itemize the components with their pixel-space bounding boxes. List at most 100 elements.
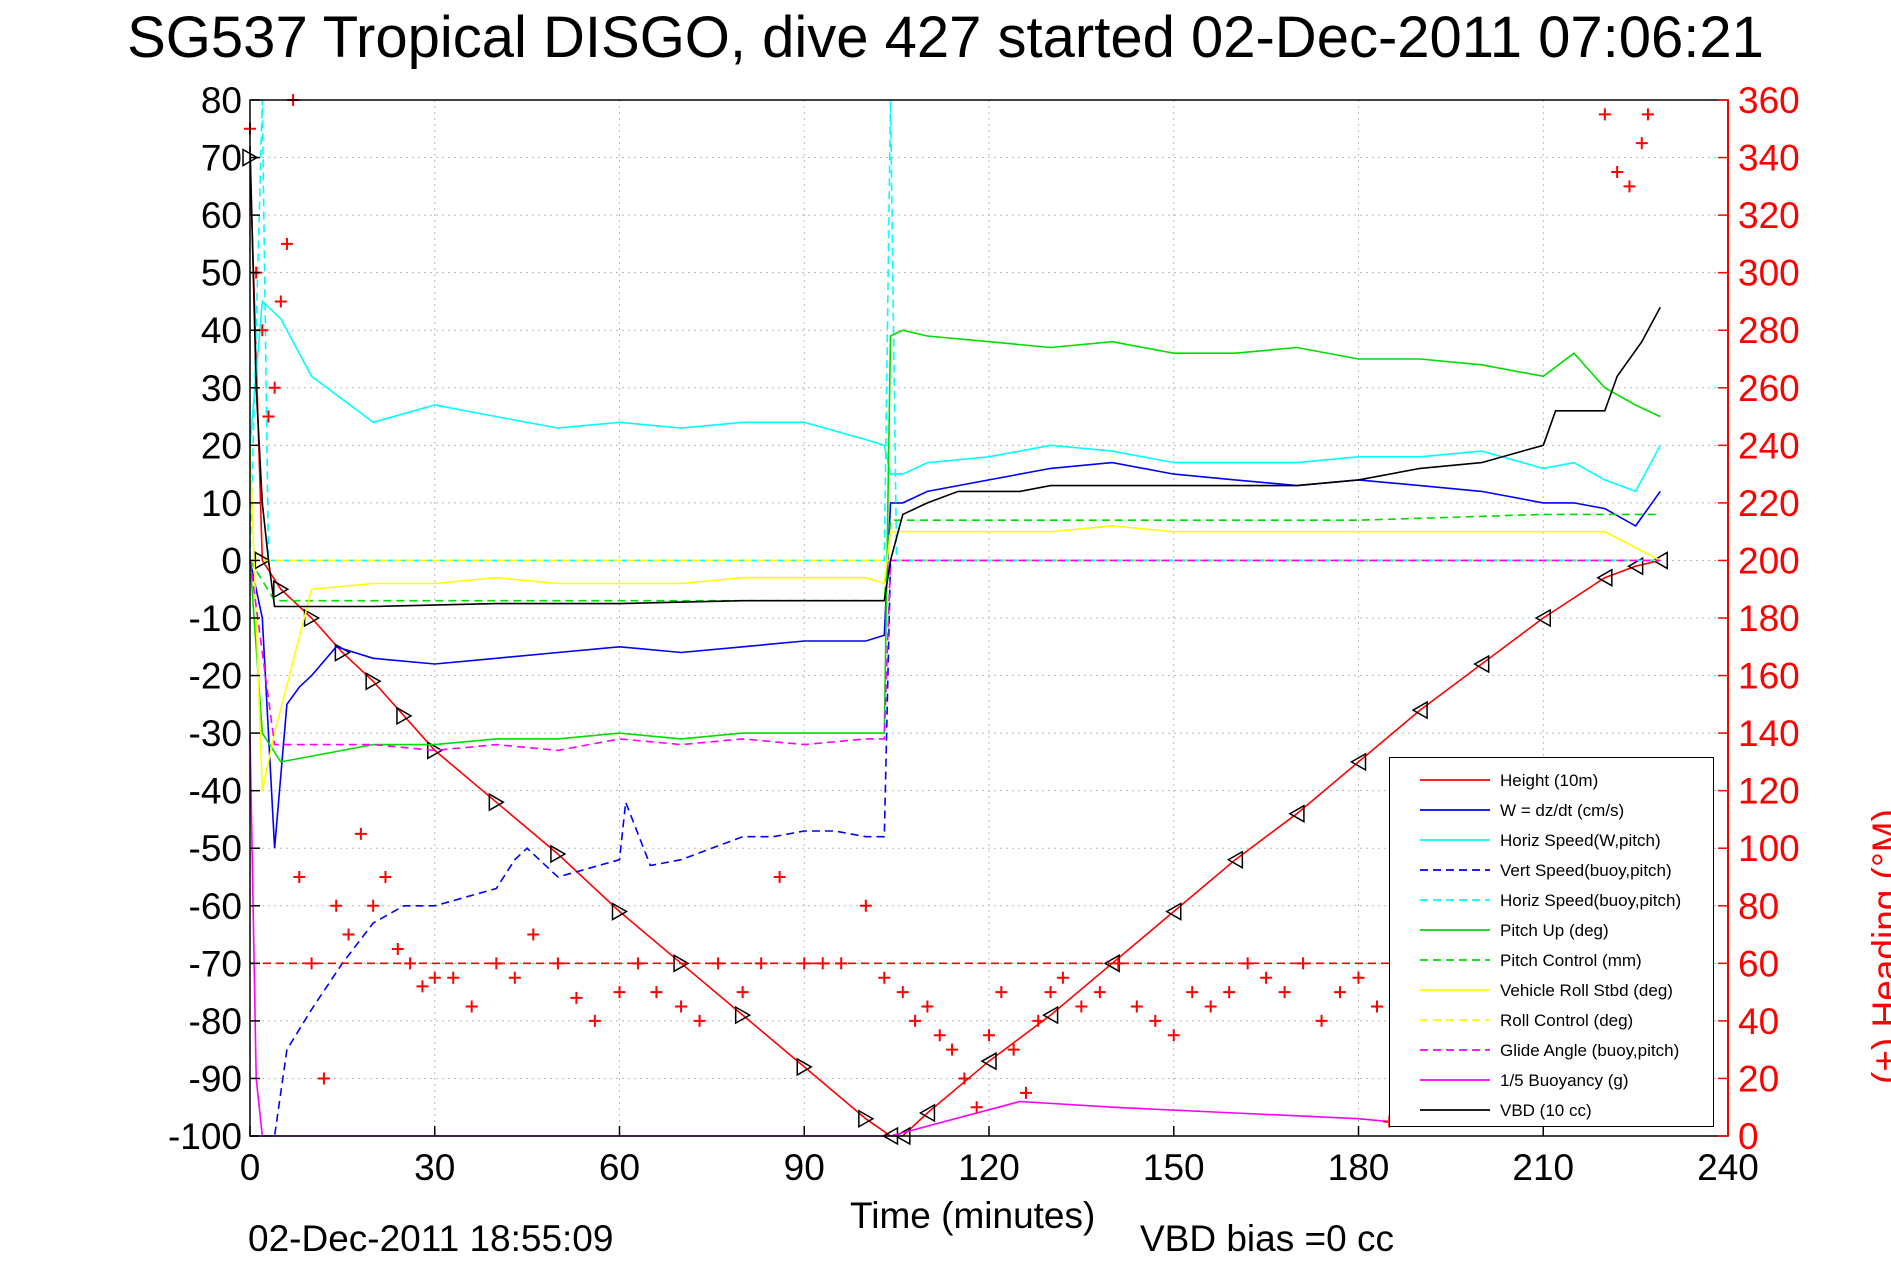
- heading-point: [1149, 1014, 1162, 1027]
- legend-item: Pitch Control (mm): [1390, 946, 1713, 974]
- legend-item: VBD (10 cc): [1390, 1096, 1713, 1124]
- y-tick-label: -40: [189, 771, 242, 812]
- x-tick-label: 90: [784, 1147, 825, 1188]
- height-marker: [1411, 700, 1428, 720]
- heading-point: [317, 1072, 330, 1085]
- y-tick-label: 40: [201, 310, 242, 351]
- right-y-tick-label: 200: [1738, 540, 1800, 581]
- right-y-tick-label: 60: [1738, 943, 1779, 984]
- legend-swatch: [1420, 779, 1490, 781]
- legend-item: Glide Angle (buoy,pitch): [1390, 1036, 1713, 1064]
- heading-point: [1186, 986, 1199, 999]
- x-tick-label: 0: [240, 1147, 261, 1188]
- right-y-tick-label: 340: [1738, 138, 1800, 179]
- ticks: 0 30 60 90 120 150 180 210 240-100-90-80-70-60-5…: [168, 80, 1800, 1188]
- heading-point: [1075, 1000, 1088, 1013]
- heading-point: [1204, 1000, 1217, 1013]
- heading-point: [280, 237, 293, 250]
- heading-point: [909, 1014, 922, 1027]
- heading-point: [1032, 1014, 1045, 1027]
- heading-point: [465, 1000, 478, 1013]
- heading-point: [1130, 1000, 1143, 1013]
- right-y-tick-label: 20: [1738, 1058, 1779, 1099]
- right-y-tick-label: 160: [1738, 656, 1800, 697]
- height-marker: [365, 672, 382, 691]
- legend-swatch: [1420, 1109, 1490, 1111]
- height-marker: [1165, 902, 1182, 921]
- heading-point: [262, 410, 275, 423]
- y-tick-label: 50: [201, 253, 242, 294]
- heading-point: [268, 381, 281, 394]
- legend-label: 1/5 Buoyancy (g): [1500, 1071, 1629, 1090]
- heading-point: [970, 1101, 983, 1114]
- heading-point: [379, 871, 392, 883]
- heading-point: [1641, 108, 1654, 121]
- height-marker: [858, 1109, 875, 1129]
- right-y-tick-label: 40: [1738, 1001, 1779, 1042]
- y-tick-label: -90: [189, 1058, 242, 1099]
- heading-point: [613, 986, 626, 999]
- heading-point: [447, 971, 460, 984]
- y-tick-label: -60: [189, 886, 242, 927]
- x-tick-label: 120: [958, 1147, 1020, 1188]
- height-marker: [1651, 551, 1669, 570]
- y-tick-label: -50: [189, 828, 242, 869]
- y-tick-label: 30: [201, 368, 242, 409]
- legend-item: W = dz/dt (cm/s): [1390, 796, 1713, 824]
- legend-label: Height (10m): [1500, 771, 1599, 790]
- legend-swatch: [1420, 959, 1490, 961]
- legend-item: Horiz Speed(buoy,pitch): [1390, 886, 1713, 914]
- y-tick-label: -30: [189, 713, 242, 754]
- legend-swatch: [1420, 1019, 1490, 1021]
- series-line-pitch-control-mm: [249, 513, 1661, 602]
- timestamp: 02-Dec-2011 18:55:09: [248, 1218, 614, 1259]
- x-tick-label: 180: [1328, 1147, 1390, 1188]
- series-markers-height-10m: [242, 148, 1669, 1146]
- height-marker: [734, 1005, 752, 1025]
- heading-point: [946, 1043, 959, 1056]
- legend-label: Pitch Up (deg): [1500, 921, 1609, 940]
- y-tick-label: -80: [189, 1001, 242, 1042]
- legend-swatch: [1420, 809, 1490, 811]
- legend-item: Roll Control (deg): [1390, 1006, 1713, 1034]
- x-tick-label: 60: [599, 1147, 640, 1188]
- y-tick-label: 0: [221, 540, 242, 581]
- legend-label: W = dz/dt (cm/s): [1500, 801, 1625, 820]
- x-tick-label: 210: [1512, 1147, 1574, 1188]
- y-tick-label: -100: [168, 1116, 242, 1157]
- heading-point: [995, 986, 1008, 999]
- heading-point: [1598, 108, 1611, 121]
- heading-point: [1278, 986, 1291, 999]
- series-line-vehicle-roll-stbd-deg: [249, 445, 1661, 791]
- height-marker: [1534, 608, 1551, 628]
- legend-item: Vehicle Roll Stbd (deg): [1390, 976, 1713, 1004]
- legend-swatch: [1420, 869, 1490, 871]
- heading-point: [1315, 1014, 1328, 1027]
- heading-point: [588, 1014, 601, 1027]
- legend-item: 1/5 Buoyancy (g): [1390, 1066, 1713, 1094]
- heading-point: [896, 986, 909, 999]
- y-tick-label: 70: [201, 138, 242, 179]
- heading-point: [416, 980, 429, 993]
- height-marker: [1627, 556, 1644, 576]
- legend-item: Vert Speed(buoy,pitch): [1390, 856, 1713, 884]
- heading-point: [921, 1000, 934, 1013]
- height-marker: [1349, 752, 1367, 772]
- heading-point: [527, 928, 540, 941]
- right-y-tick-label: 140: [1738, 713, 1800, 754]
- legend-swatch: [1420, 899, 1490, 901]
- legend-label: VBD (10 cc): [1500, 1101, 1592, 1120]
- height-marker: [1473, 654, 1490, 674]
- heading-point: [983, 1029, 995, 1042]
- right-y-tick-label: 120: [1738, 771, 1800, 812]
- heading-point: [675, 1000, 688, 1013]
- right-y-tick-label: 80: [1738, 886, 1779, 927]
- height-marker: [673, 954, 690, 973]
- heading-point: [1093, 986, 1106, 999]
- heading-point: [933, 1029, 946, 1042]
- heading-point: [1260, 971, 1273, 984]
- height-marker: [1288, 804, 1305, 823]
- chart-title: SG537 Tropical DISGO, dive 427 started 0…: [127, 5, 1764, 70]
- heading-point: [1370, 1000, 1383, 1013]
